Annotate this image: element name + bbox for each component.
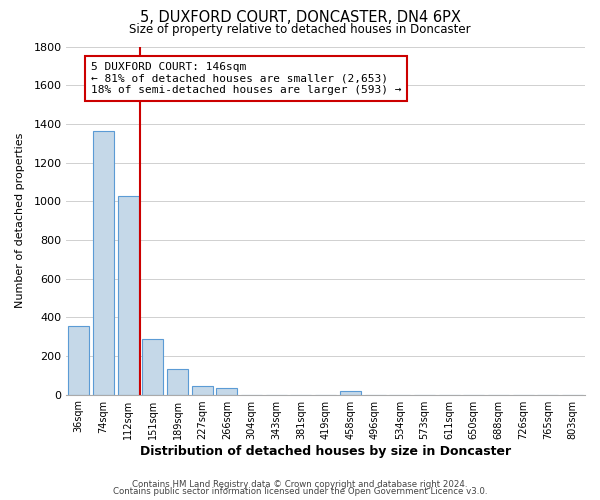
Text: 5 DUXFORD COURT: 146sqm
← 81% of detached houses are smaller (2,653)
18% of semi: 5 DUXFORD COURT: 146sqm ← 81% of detache… bbox=[91, 62, 401, 95]
Bar bbox=[167, 370, 188, 394]
Bar bbox=[68, 326, 89, 394]
Text: Size of property relative to detached houses in Doncaster: Size of property relative to detached ho… bbox=[129, 22, 471, 36]
Bar bbox=[340, 390, 361, 394]
Text: Contains public sector information licensed under the Open Government Licence v3: Contains public sector information licen… bbox=[113, 487, 487, 496]
Bar bbox=[142, 338, 163, 394]
X-axis label: Distribution of detached houses by size in Doncaster: Distribution of detached houses by size … bbox=[140, 444, 511, 458]
Y-axis label: Number of detached properties: Number of detached properties bbox=[15, 133, 25, 308]
Text: 5, DUXFORD COURT, DONCASTER, DN4 6PX: 5, DUXFORD COURT, DONCASTER, DN4 6PX bbox=[140, 10, 460, 25]
Text: Contains HM Land Registry data © Crown copyright and database right 2024.: Contains HM Land Registry data © Crown c… bbox=[132, 480, 468, 489]
Bar bbox=[93, 130, 114, 394]
Bar bbox=[217, 388, 238, 394]
Bar bbox=[118, 196, 139, 394]
Bar bbox=[191, 386, 212, 394]
